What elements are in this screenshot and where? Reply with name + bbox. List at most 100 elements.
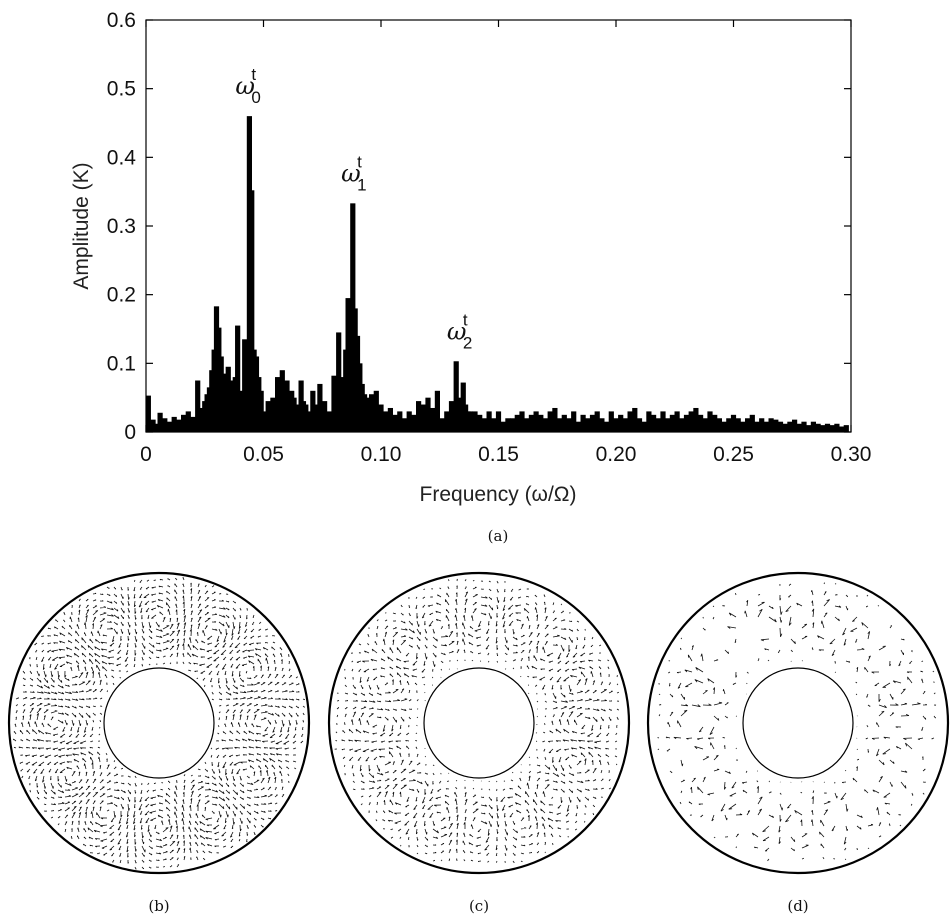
spectrum-bar: [270, 397, 276, 432]
spectrum-bar: [730, 414, 737, 432]
spectrum-bar: [481, 418, 487, 432]
spectrum-bar: [477, 414, 483, 432]
spectrum-bar: [420, 404, 426, 432]
spectrum-bar: [249, 190, 255, 432]
spectrum-bar: [580, 414, 586, 432]
inner-cylinder: [742, 667, 854, 779]
spectrum-bar: [510, 418, 516, 432]
y-tick-label: 0.4: [107, 146, 137, 169]
peak-superscript: t: [251, 65, 256, 84]
spectrum-bar: [561, 414, 567, 432]
spectrum-bar: [585, 418, 591, 432]
spectrum-bar: [646, 411, 652, 432]
flow-panel-c: [327, 571, 631, 875]
peak-annotation: ωt 0: [235, 65, 260, 107]
spectrum-bar: [528, 414, 534, 432]
x-tick-label: 0.15: [478, 443, 519, 466]
spectrum-bar: [505, 418, 511, 432]
spectrum-bar: [792, 419, 798, 432]
spectrum-bar: [669, 414, 675, 432]
x-tick-label: 0.10: [361, 443, 402, 466]
spectrum-bar: [749, 414, 755, 432]
x-tick-label: 0.05: [243, 443, 284, 466]
spectrum-bar: [843, 425, 849, 432]
y-tick-label: 0.2: [107, 284, 136, 307]
spectrum-bar: [608, 411, 614, 432]
spectrum-bar: [425, 397, 431, 432]
spectrum-bar: [707, 411, 713, 432]
spectrum-bar: [373, 390, 379, 432]
spectrum-bar: [773, 419, 779, 432]
y-tick-label: 0: [124, 421, 136, 444]
spectrum-bar: [721, 421, 727, 432]
spectrum-bar: [782, 423, 788, 432]
vector-field: [657, 582, 937, 862]
spectrum-bar: [275, 377, 281, 432]
spectrum-bar: [641, 421, 647, 432]
spectrum-bar: [618, 414, 624, 432]
spectrum-bar: [815, 423, 821, 432]
spectrum-bar: [533, 411, 539, 432]
peak-symbol: ω: [341, 159, 361, 187]
spectrum-bar: [176, 419, 182, 432]
spectrum-bar: [279, 370, 285, 432]
spectrum-bar: [636, 418, 643, 432]
x-tick-label: 0.30: [831, 443, 872, 466]
spectrum-bar: [439, 418, 445, 432]
spectrum-bar: [150, 419, 156, 432]
spectrum-bar: [665, 418, 671, 432]
spectrum-bar: [411, 414, 417, 432]
spectrum-bar: [651, 414, 657, 432]
spectrum-bar: [735, 418, 741, 432]
spectrum-bar: [594, 411, 600, 432]
spectrum-bar: [265, 401, 271, 432]
spectrum-bar: [383, 411, 389, 432]
velocity-vectors: [657, 582, 937, 862]
spectrum-bar: [491, 418, 497, 432]
spectrum-bar: [430, 407, 436, 432]
outer-cylinder: [646, 571, 950, 875]
y-axis-ticks: 0 0.1 0.2 0.3 0.4 0.5 0.6: [107, 9, 851, 444]
spectrum-bar: [235, 325, 241, 432]
panel-label-d: (d): [787, 897, 808, 915]
spectrum-bar: [698, 414, 704, 432]
spectrum-bar: [627, 411, 633, 432]
y-axis-label: Amplitude (K): [70, 162, 93, 289]
spectrum-bar: [145, 395, 151, 432]
x-tick-label: 0.20: [596, 443, 637, 466]
spectrum-bar: [331, 375, 337, 432]
velocity-vectors: [12, 577, 306, 870]
spectrum-bar: [632, 407, 638, 432]
spectrum-bar: [547, 411, 553, 432]
y-tick-label: 0.1: [107, 352, 136, 375]
spectrum-bar: [260, 411, 267, 432]
peak-superscript: t: [357, 152, 362, 171]
spectrum-bar: [552, 407, 558, 432]
spectrum-bar: [674, 411, 680, 432]
velocity-vectors: [334, 578, 620, 864]
spectrum-bar: [157, 412, 163, 432]
x-axis-ticks: 0 0.05 0.10 0.15 0.20 0.25 0.30: [140, 20, 871, 466]
spectrum-bar: [453, 361, 459, 432]
spectrum-bar: [571, 411, 577, 432]
x-tick-label: 0: [140, 443, 152, 466]
spectrum-bar: [538, 414, 544, 432]
spectrum-bar: [754, 421, 760, 432]
spectrum-bar: [810, 421, 816, 432]
y-tick-label: 0.6: [107, 9, 136, 32]
spectrum-bar: [683, 414, 690, 432]
peak-annotation: ωt 1: [341, 152, 366, 194]
spectrum-bar: [322, 401, 328, 432]
spectrum-bar: [171, 416, 177, 432]
spectrum-bars: [145, 116, 849, 432]
outer-cylinder: [7, 571, 311, 875]
spectrum-bar: [688, 411, 694, 432]
spectrum-bar: [745, 418, 751, 432]
spectrum-bar: [566, 418, 572, 432]
spectrum-bar: [312, 404, 318, 432]
peak-subscript: 1: [357, 175, 366, 194]
spectrum-bar: [284, 380, 290, 432]
peak-subscript: 2: [463, 333, 472, 352]
